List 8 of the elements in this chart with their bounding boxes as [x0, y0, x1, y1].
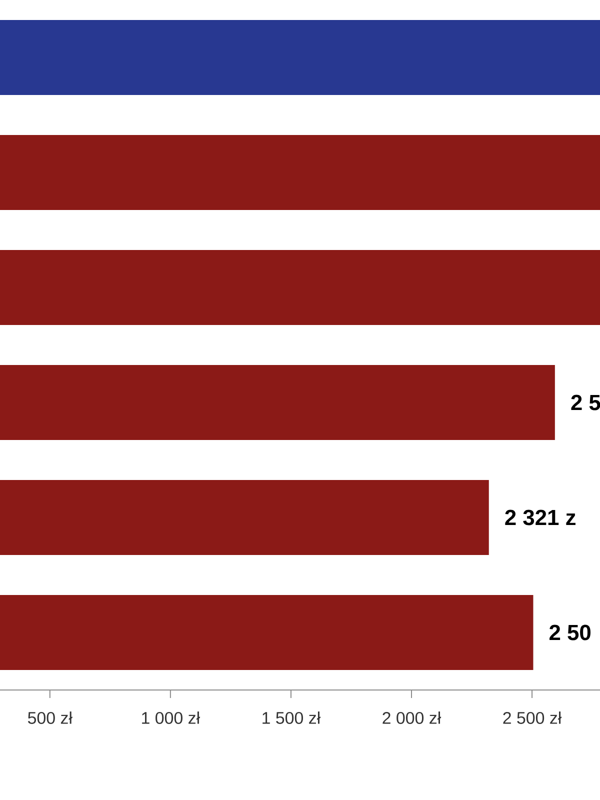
annotation: 2 50: [550, 624, 590, 640]
annotation: 2 5: [571, 394, 600, 410]
x-tick-label: 500 zł: [28, 712, 72, 724]
data-label: 2 321 z: [505, 510, 576, 526]
x-tick-label: 1 500 zł: [262, 712, 320, 724]
x-tick-label: 2 500 zł: [503, 712, 562, 724]
x-tick-label: 2 000 zł: [382, 712, 442, 724]
x-tick-label: 1 000 zł: [142, 712, 200, 724]
